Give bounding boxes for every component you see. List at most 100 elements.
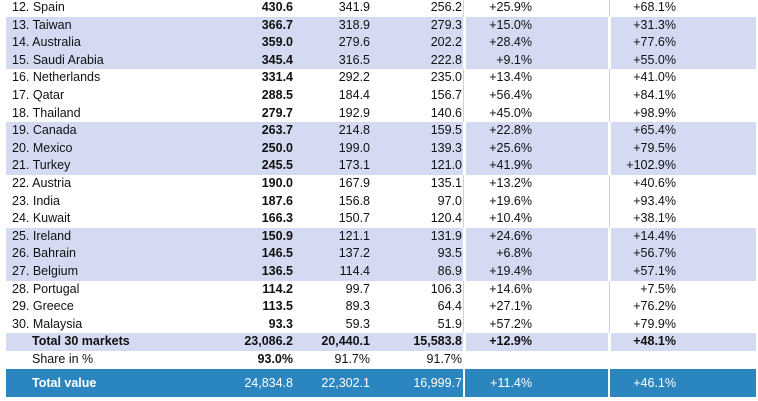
- table-row: 23. India 187.6 156.8 97.0 +19.6% +93.4%: [6, 193, 756, 211]
- cell-p1: +19.6%: [489, 193, 532, 208]
- cell-p1: +57.2%: [489, 316, 532, 331]
- cell-v3: 97.0: [437, 193, 462, 208]
- table-row: 15. Saudi Arabia 345.4 316.5 222.8 +9.1% +55.…: [6, 51, 756, 70]
- cell-v3: 140.6: [430, 105, 462, 120]
- cell-p2: +93.4%: [633, 193, 676, 208]
- cell-p2: +55.0%: [633, 52, 676, 67]
- table-row: 17. Qatar 288.5 184.4 156.7 +56.4% +84.1%: [6, 87, 756, 105]
- cell-p2: +48.1%: [633, 334, 676, 349]
- cell-p1: +41.9%: [489, 158, 532, 173]
- cell-v2: 184.4: [338, 87, 370, 102]
- cell-p1: +56.4%: [489, 87, 532, 102]
- cell-p2: +84.1%: [633, 87, 676, 102]
- cell-p1: +28.4%: [489, 35, 532, 50]
- cell-p1: +25.9%: [489, 0, 532, 14]
- cell-v3: 156.7: [430, 87, 462, 102]
- cell-v1: 263.7: [261, 123, 293, 138]
- cell-p1: +15.0%: [489, 17, 532, 32]
- cell-v2: 121.1: [338, 228, 370, 243]
- cell-v3: 15,583.8: [413, 334, 462, 349]
- market-name: 13. Taiwan: [12, 17, 72, 32]
- cell-v3: 135.1: [430, 175, 462, 190]
- market-name: 27. Belgium: [12, 263, 79, 278]
- cell-v1: 190.0: [261, 175, 293, 190]
- cell-v1: 187.6: [261, 193, 293, 208]
- cell-v2: 114.4: [339, 263, 370, 278]
- cell-v2: 341.9: [338, 0, 370, 14]
- cell-v1: 250.0: [261, 140, 293, 155]
- cell-v3: 131.9: [430, 228, 462, 243]
- table-row: 12. Spain 430.6 341.9 256.2 +25.9% +68.1%: [6, 0, 756, 17]
- market-name: 19. Canada: [12, 123, 77, 138]
- cell-v3: 139.3: [430, 140, 462, 155]
- cell-v2: 91.7%: [334, 351, 370, 366]
- cell-v1: 113.5: [262, 299, 293, 314]
- market-name: 20. Mexico: [12, 140, 73, 155]
- cell-v1: 331.4: [261, 70, 293, 85]
- cell-p2: +57.1%: [633, 263, 676, 278]
- table-row: 14. Australia 359.0 279.6 202.2 +28.4% +77.6%: [6, 34, 756, 52]
- cell-p2: +40.6%: [633, 175, 676, 190]
- column-divider: [463, 0, 464, 351]
- cell-p1: +10.4%: [489, 211, 532, 226]
- market-name: 15. Saudi Arabia: [12, 52, 104, 67]
- cell-p2: +38.1%: [633, 211, 676, 226]
- market-name: 17. Qatar: [12, 87, 65, 102]
- cell-v2: 279.6: [338, 35, 370, 50]
- market-name: 16. Netherlands: [12, 70, 101, 85]
- cell-p2: +77.6%: [633, 35, 676, 50]
- cell-v1: 150.9: [261, 228, 293, 243]
- cell-v3: 91.7%: [426, 351, 462, 366]
- cell-v3: 106.3: [430, 281, 462, 296]
- table-row: 16. Netherlands 331.4 292.2 235.0 +13.4% +41.…: [6, 69, 756, 87]
- table-row: 30. Malaysia 93.3 59.3 51.9 +57.2% +79.9%: [6, 316, 756, 334]
- table-row: 25. Ireland 150.9 121.1 131.9 +24.6% +14.4%: [6, 227, 756, 246]
- cell-v1: 93.0%: [257, 351, 293, 366]
- market-name: 26. Bahrain: [12, 246, 76, 261]
- cell-p2: +41.0%: [633, 70, 676, 85]
- table-row: 22. Austria 190.0 167.9 135.1 +13.2% +40.6%: [6, 175, 756, 193]
- cell-p2: +7.5%: [640, 281, 676, 296]
- market-name: 12. Spain: [12, 0, 65, 14]
- cell-v2: 316.5: [338, 52, 370, 67]
- cell-p1: +22.8%: [489, 123, 532, 138]
- total-30-markets-row: Total 30 markets 23,086.2 20,440.1 15,58…: [6, 333, 756, 351]
- market-name: 30. Malaysia: [12, 316, 83, 331]
- cell-v3: 16,999.7: [413, 376, 462, 391]
- cell-p2: +56.7%: [633, 246, 676, 261]
- cell-v2: 173.1: [338, 158, 370, 173]
- cell-v1: 345.4: [261, 52, 293, 67]
- cell-p2: +79.9%: [633, 316, 676, 331]
- cell-v3: 121.0: [430, 158, 462, 173]
- cell-v1: 166.3: [261, 211, 293, 226]
- table-row: 13. Taiwan 366.7 318.9 279.3 +15.0% +31.3%: [6, 16, 756, 35]
- cell-v1: 279.7: [261, 105, 293, 120]
- cell-v1: 23,086.2: [244, 334, 293, 349]
- cell-p1: +25.6%: [489, 140, 532, 155]
- cell-v3: 86.9: [437, 263, 462, 278]
- table-row: 18. Thailand 279.7 192.9 140.6 +45.0% +98.9%: [6, 105, 756, 123]
- cell-v1: 136.5: [261, 263, 293, 278]
- cell-v1: 430.6: [261, 0, 293, 14]
- cell-v3: 120.4: [430, 211, 462, 226]
- cell-p1: +14.6%: [489, 281, 532, 296]
- cell-v3: 93.5: [437, 246, 462, 261]
- cell-v2: 150.7: [338, 211, 370, 226]
- cell-v1: 245.5: [261, 158, 293, 173]
- cell-p2: +98.9%: [633, 105, 676, 120]
- markets-table: 12. Spain 430.6 341.9 256.2 +25.9% +68.1% 13. …: [6, 0, 756, 398]
- table-row: 19. Canada 263.7 214.8 159.5 +22.8% +65.4%: [6, 122, 756, 140]
- cell-v3: 256.2: [430, 0, 462, 14]
- table-row: 24. Kuwait 166.3 150.7 120.4 +10.4% +38.1%: [6, 210, 756, 228]
- cell-v3: 279.3: [430, 17, 462, 32]
- market-name: 24. Kuwait: [12, 211, 71, 226]
- market-name: 22. Austria: [12, 175, 72, 190]
- cell-v3: 222.8: [430, 52, 462, 67]
- market-name: 21. Turkey: [12, 158, 71, 173]
- cell-v1: 366.7: [261, 17, 293, 32]
- cell-v1: 288.5: [261, 87, 293, 102]
- cell-p2: +14.4%: [633, 228, 676, 243]
- cell-p1: +45.0%: [489, 105, 532, 120]
- cell-p1: +11.4%: [490, 376, 532, 391]
- cell-v3: 202.2: [430, 35, 462, 50]
